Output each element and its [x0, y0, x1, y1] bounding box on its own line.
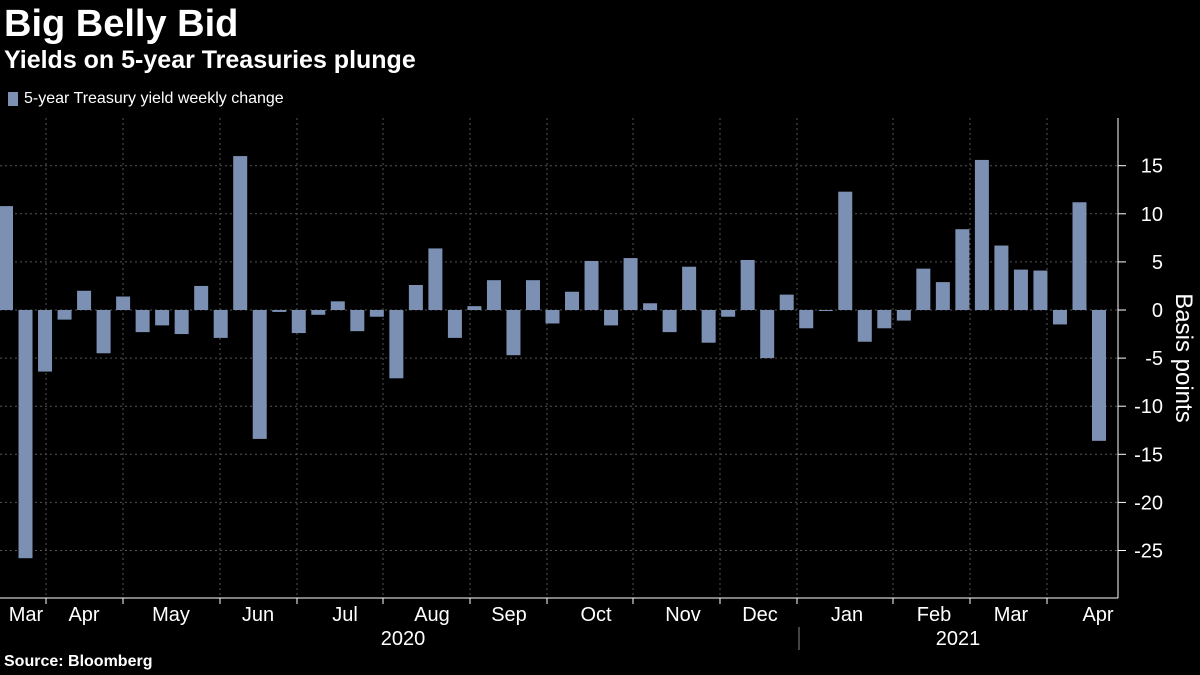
x-tick-label: Mar	[9, 604, 44, 626]
bar	[428, 248, 443, 310]
bar	[818, 310, 833, 311]
x-tick-label: Jun	[242, 604, 274, 626]
bar	[0, 206, 13, 310]
bar	[486, 280, 501, 310]
x-tick-label: Nov	[665, 604, 701, 626]
x-tick-label: Mar	[994, 604, 1029, 626]
bar	[935, 282, 950, 310]
y-tick-label: -5	[1145, 348, 1163, 370]
bar	[525, 280, 540, 310]
bar	[174, 310, 189, 335]
x-tick-label: Jul	[332, 604, 358, 626]
bar	[1013, 269, 1028, 310]
x-tick-label: Oct	[580, 604, 612, 626]
bar	[467, 306, 482, 310]
bar	[760, 310, 775, 359]
bar	[565, 291, 580, 310]
bar	[194, 285, 209, 310]
x-tick-label: Apr	[68, 604, 99, 626]
bar	[96, 310, 111, 354]
bar	[604, 310, 619, 326]
bar	[584, 260, 599, 310]
bar	[389, 310, 404, 379]
y-tick-label: 0	[1152, 300, 1163, 322]
bar	[213, 310, 228, 338]
bar	[408, 284, 423, 310]
bar	[116, 296, 131, 310]
bar	[955, 229, 970, 310]
x-tick-label: Aug	[414, 604, 450, 626]
bar	[1092, 310, 1106, 441]
bar	[545, 310, 560, 324]
bar	[779, 294, 794, 310]
bar	[1052, 310, 1067, 325]
year-label: 2021	[936, 628, 981, 650]
bar	[623, 258, 638, 310]
legend-label: 5-year Treasury yield weekly change	[24, 90, 284, 107]
bar	[311, 310, 326, 315]
y-tick-label: -25	[1134, 541, 1163, 563]
bar	[77, 290, 92, 310]
y-tick-label: -10	[1134, 396, 1163, 418]
y-tick-label: -20	[1134, 492, 1163, 514]
bar	[135, 310, 150, 333]
bar	[155, 310, 170, 326]
bar	[1033, 270, 1048, 310]
grid-lines	[0, 118, 1118, 598]
bar	[506, 310, 521, 356]
bar	[643, 303, 658, 310]
x-tick-label: Dec	[742, 604, 778, 626]
bar	[721, 310, 736, 317]
bar	[701, 310, 716, 343]
y-tick-label: 15	[1141, 156, 1163, 178]
y-tick-label: -15	[1134, 444, 1163, 466]
x-tick-label: Sep	[491, 604, 527, 626]
bar	[38, 310, 53, 372]
legend: 5-year Treasury yield weekly change	[8, 90, 284, 108]
axes	[0, 118, 1126, 650]
bar	[740, 259, 755, 310]
bar	[252, 310, 267, 439]
bar	[272, 310, 287, 312]
x-tick-label: Jan	[831, 604, 863, 626]
bar	[330, 301, 345, 310]
bar	[1072, 202, 1087, 310]
chart-subtitle: Yields on 5-year Treasuries plunge	[4, 46, 416, 74]
bar	[916, 268, 931, 310]
y-tick-label: 10	[1141, 204, 1163, 226]
legend-swatch	[8, 92, 18, 106]
bar	[994, 245, 1009, 310]
bar	[877, 310, 892, 329]
x-tick-label: Feb	[917, 604, 951, 626]
y-axis-title: Basis points	[1170, 293, 1197, 422]
bar	[857, 310, 872, 342]
bar	[369, 310, 384, 317]
bar	[233, 156, 248, 310]
bar	[682, 266, 697, 310]
bar	[350, 310, 365, 332]
bar	[974, 159, 989, 310]
chart-title: Big Belly Bid	[4, 3, 239, 45]
bar	[447, 310, 462, 338]
y-tick-label: 5	[1152, 252, 1163, 274]
bar	[662, 310, 677, 333]
bar	[18, 310, 33, 559]
year-label: 2020	[381, 628, 426, 650]
bar	[291, 310, 306, 334]
bar	[896, 310, 911, 321]
bar	[838, 191, 853, 310]
source-note: Source: Bloomberg	[4, 653, 153, 670]
axis-labels: 15 10 5 0 -5 -10 -15 -20 -25 Mar Apr May Jun Jul Aug Se…	[9, 156, 1197, 650]
x-tick-label: Apr	[1082, 604, 1113, 626]
bars	[0, 156, 1106, 559]
bar	[57, 310, 72, 320]
bar	[799, 310, 814, 329]
x-tick-label: May	[152, 604, 190, 626]
